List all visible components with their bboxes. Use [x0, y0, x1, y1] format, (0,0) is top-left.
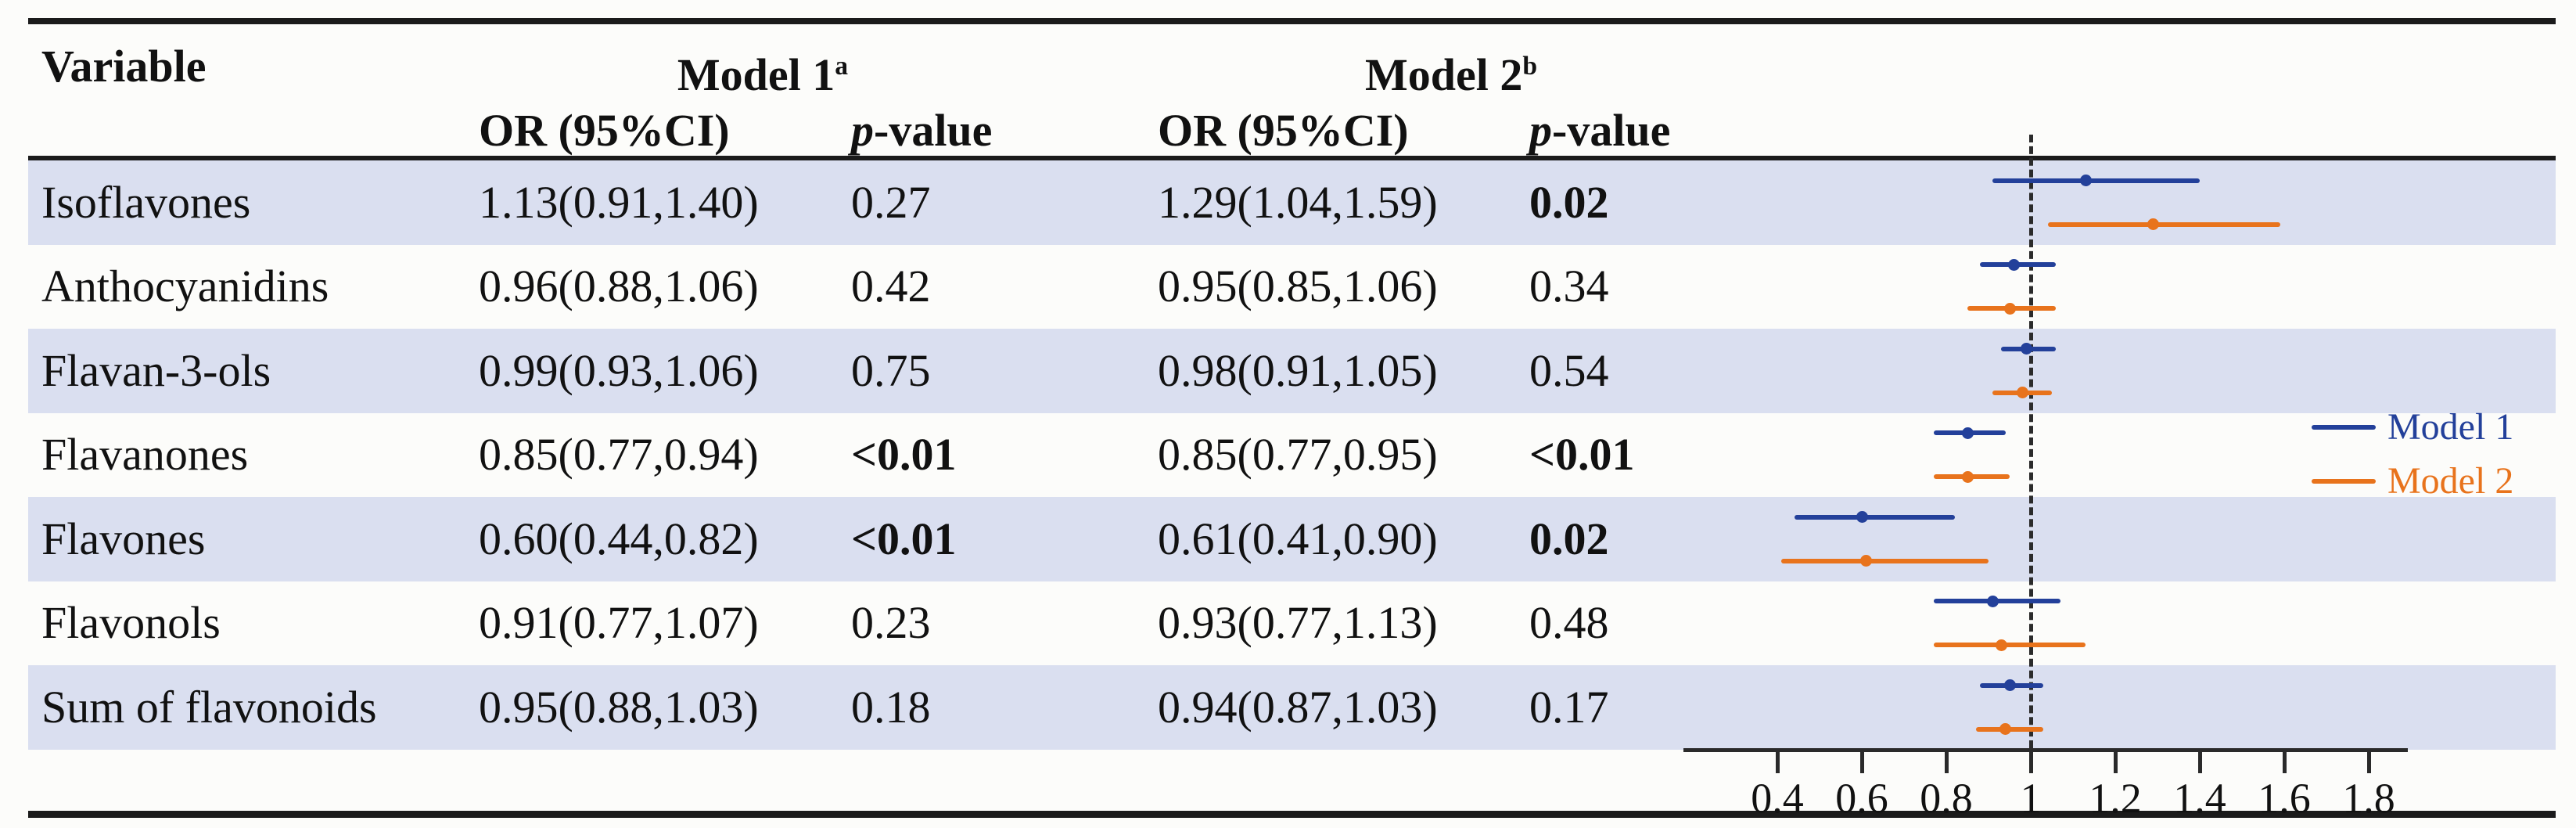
point-marker-model1-isoflavones — [2079, 175, 2092, 187]
axis-tick — [1859, 748, 1864, 773]
or-ci-cell: 0.95(0.88,1.03) — [479, 681, 759, 733]
point-marker-model1-anthocyanidins — [2007, 258, 2020, 271]
p-value-cell: 0.23 — [851, 597, 931, 649]
or-ci-cell: 0.93(0.77,1.13) — [1158, 597, 1438, 649]
axis-tick-label: 1.8 — [2342, 775, 2395, 822]
p-value-cell: 0.02 — [1529, 176, 1609, 228]
p-value-cell: 0.27 — [851, 176, 931, 228]
row-label: Flavanones — [41, 429, 249, 481]
point-marker-model2-sum-of-flavonoids — [1999, 723, 2012, 736]
model2-header: Model 2b — [1283, 41, 1619, 101]
m2-p-header-rest: -value — [1552, 105, 1671, 156]
axis-tick — [1775, 748, 1780, 773]
reference-line-or-1 — [2028, 135, 2033, 748]
row-label: Flavan-3-ols — [41, 344, 271, 396]
axis-tick-label: 1.2 — [2089, 775, 2142, 822]
point-marker-model2-flavanones — [1961, 470, 1974, 483]
model1-superscript: a — [835, 52, 849, 81]
column-header-variable: Variable — [41, 41, 207, 92]
p-value-cell: <0.01 — [1529, 429, 1635, 481]
model2-title: Model 2 — [1364, 49, 1523, 101]
m2-p-header-italic: p — [1529, 105, 1552, 156]
ci-line-model2-flavonols — [1933, 643, 2086, 648]
row-label: Flavonols — [41, 597, 221, 649]
or-ci-cell: 0.85(0.77,0.94) — [479, 429, 759, 481]
ci-line-model1-isoflavones — [1992, 178, 2200, 183]
axis-tick — [2197, 748, 2202, 773]
or-ci-cell: 0.91(0.77,1.07) — [479, 597, 759, 649]
row-label: Flavones — [41, 513, 206, 564]
p-value-cell: 0.18 — [851, 681, 931, 733]
model2-superscript: b — [1522, 52, 1538, 81]
ci-line-model2-flavones — [1781, 558, 1989, 563]
legend-model1-line — [2312, 425, 2376, 430]
model1-title: Model 1 — [677, 49, 835, 101]
top-rule — [28, 18, 2556, 24]
p-value-cell: <0.01 — [851, 429, 957, 481]
legend-model1-label: Model 1 — [2387, 406, 2514, 448]
or-ci-cell: 1.13(0.91,1.40) — [479, 176, 759, 228]
or-ci-cell: 0.61(0.41,0.90) — [1158, 513, 1438, 564]
or-ci-cell: 0.95(0.85,1.06) — [1158, 261, 1438, 312]
m2-or-header: OR (95%CI) — [1158, 105, 1409, 156]
axis-tick — [1944, 748, 1949, 773]
m1-p-header-italic: p — [851, 105, 874, 156]
point-marker-model1-flavan-3-ols — [2021, 343, 2033, 355]
m1-or-header: OR (95%CI) — [479, 105, 730, 156]
legend-model2-line — [2312, 479, 2376, 484]
row-label: Isoflavones — [41, 176, 251, 228]
ci-line-model2-isoflavones — [2047, 221, 2280, 227]
point-marker-model2-isoflavones — [2147, 218, 2160, 231]
point-marker-model2-flavones — [1859, 555, 1872, 567]
p-value-cell: <0.01 — [851, 513, 957, 564]
row-band — [28, 665, 2556, 750]
p-value-cell: 0.34 — [1529, 261, 1609, 312]
axis-tick — [2366, 748, 2371, 773]
axis-tick-label: 0.8 — [1920, 775, 1973, 822]
or-ci-cell: 0.98(0.91,1.05) — [1158, 344, 1438, 396]
bottom-rule — [28, 811, 2556, 818]
ci-line-model1-flavones — [1794, 514, 1955, 520]
row-band — [28, 329, 2556, 413]
p-value-cell: 0.75 — [851, 344, 931, 396]
axis-tick-label: 0.6 — [1835, 775, 1888, 822]
p-value-cell: 0.54 — [1529, 344, 1609, 396]
axis-tick — [2028, 748, 2033, 773]
or-ci-cell: 0.60(0.44,0.82) — [479, 513, 759, 564]
p-value-cell: 0.48 — [1529, 597, 1609, 649]
point-marker-model2-flavan-3-ols — [2016, 387, 2028, 399]
axis-tick-label: 1.4 — [2173, 775, 2226, 822]
or-ci-cell: 0.96(0.88,1.06) — [479, 261, 759, 312]
m1-p-header-rest: -value — [874, 105, 993, 156]
or-ci-cell: 0.85(0.77,0.95) — [1158, 429, 1438, 481]
axis-tick — [2113, 748, 2118, 773]
or-ci-cell: 0.99(0.93,1.06) — [479, 344, 759, 396]
p-value-cell: 0.02 — [1529, 513, 1609, 564]
point-marker-model2-anthocyanidins — [2003, 302, 2016, 315]
row-label: Anthocyanidins — [41, 261, 329, 312]
axis-tick-label: 1 — [2020, 775, 2042, 822]
row-label: Sum of flavonoids — [41, 681, 377, 733]
p-value-cell: 0.42 — [851, 261, 931, 312]
axis-tick-label: 1.6 — [2258, 775, 2311, 822]
or-ci-cell: 0.94(0.87,1.03) — [1158, 681, 1438, 733]
axis-tick-label: 0.4 — [1751, 775, 1804, 822]
or-ci-cell: 1.29(1.04,1.59) — [1158, 176, 1438, 228]
legend-model2-label: Model 2 — [2387, 460, 2514, 502]
row-band — [28, 497, 2556, 581]
m1-p-header: p-value — [851, 105, 992, 157]
point-marker-model1-sum-of-flavonoids — [2003, 679, 2016, 692]
axis-tick — [2282, 748, 2287, 773]
header-rule — [28, 156, 2556, 160]
p-value-cell: 0.17 — [1529, 681, 1609, 733]
point-marker-model1-flavanones — [1961, 427, 1974, 439]
x-axis-line — [1683, 748, 2408, 752]
point-marker-model1-flavonols — [1986, 595, 1999, 607]
model1-header: Model 1a — [595, 41, 931, 101]
row-band — [28, 160, 2556, 245]
point-marker-model1-flavones — [1856, 511, 1868, 524]
point-marker-model2-flavonols — [1995, 639, 2007, 651]
m2-p-header: p-value — [1529, 105, 1670, 157]
